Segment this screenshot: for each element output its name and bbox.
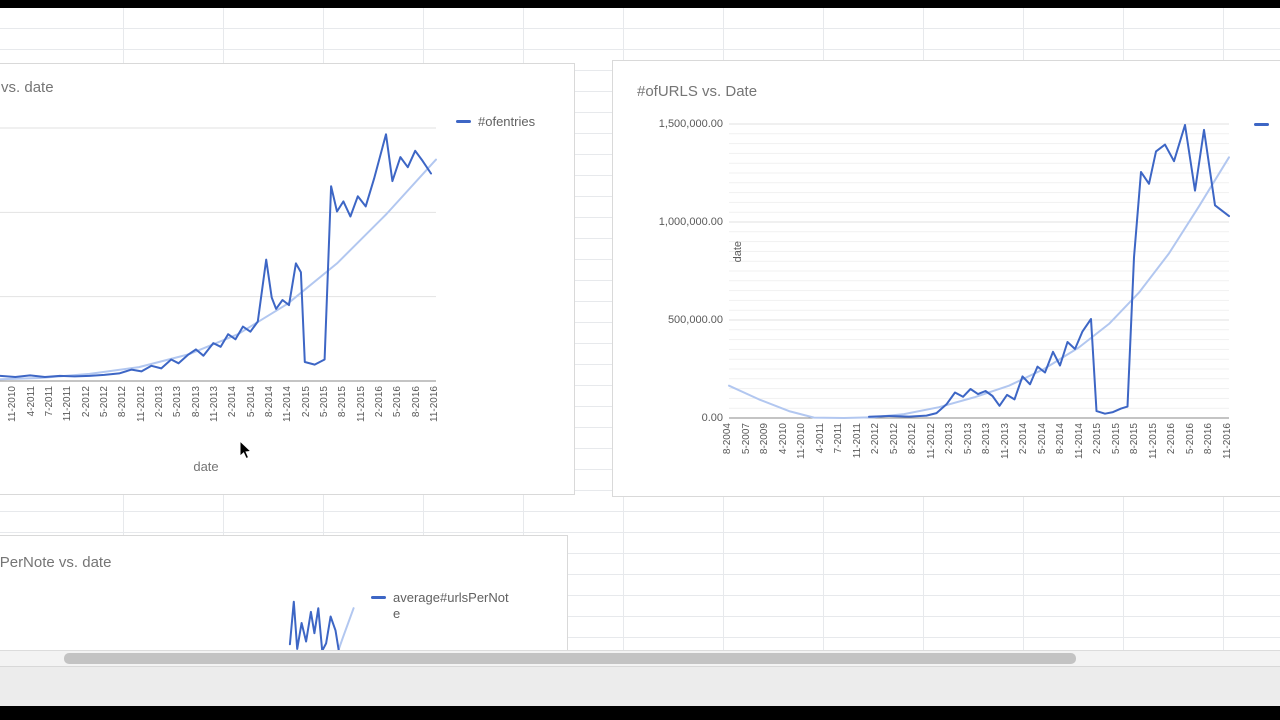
x-axis-tick-label: 11-2014 bbox=[282, 386, 294, 422]
x-axis-tick-label: 11-2012 bbox=[925, 423, 937, 459]
x-axis-tick-label: 11-2012 bbox=[135, 386, 147, 422]
chart-legend bbox=[1254, 117, 1276, 126]
x-axis-tick-label: 4-2010 bbox=[777, 423, 789, 455]
x-axis-tick-label: 8-2013 bbox=[190, 386, 202, 418]
x-axis-tick-label: 8-2016 bbox=[410, 386, 422, 418]
trendline bbox=[337, 607, 355, 650]
line-plot bbox=[0, 127, 437, 382]
x-axis-tick-label: 2-2016 bbox=[374, 386, 385, 418]
mouse-cursor bbox=[239, 440, 253, 460]
chart-title: #ofURLS vs. Date bbox=[637, 83, 758, 100]
x-axis-tick-label: 11-2014 bbox=[1073, 423, 1085, 459]
x-axis-tick-label: 5-2014 bbox=[1036, 423, 1048, 455]
x-axis-tick-label: 8-2012 bbox=[907, 423, 919, 455]
x-axis-tick-label: 8-2014 bbox=[1055, 423, 1067, 455]
x-axis-tick-label: 11-2011 bbox=[62, 386, 74, 422]
x-axis-tick-label: 4-2011 bbox=[814, 423, 826, 454]
x-axis-tick-label: 2-2015 bbox=[1092, 423, 1104, 455]
x-axis-tick-label: 11-2010 bbox=[7, 386, 19, 422]
x-axis-tick-label: 2-2013 bbox=[154, 386, 165, 418]
x-axis-tick-label: 11-2015 bbox=[355, 386, 367, 422]
data-line bbox=[868, 124, 1230, 418]
chart-panel-urls[interactable]: #ofURLS vs. Date 1,500,000.00 1,000,000.0… bbox=[612, 60, 1280, 497]
y-axis-tick-label: 500,000.00 bbox=[667, 314, 723, 326]
line-plot bbox=[728, 123, 1230, 419]
x-axis-tick-label: 8-2012 bbox=[117, 386, 129, 418]
window-bottom-strip bbox=[0, 666, 1280, 706]
x-axis-tick-label: 7-2011 bbox=[44, 386, 55, 417]
x-axis-tick-label: 8-2004 bbox=[722, 423, 733, 455]
x-axis-tick-label: 8-2016 bbox=[1203, 423, 1215, 455]
legend-label: average#urlsPerNote bbox=[393, 590, 509, 621]
x-axis-tick-label: 5-2013 bbox=[172, 386, 184, 418]
x-axis-tick-label: 5-2012 bbox=[99, 386, 110, 418]
x-axis-tick-label: 2-2015 bbox=[300, 386, 312, 418]
x-axis-tick-label: 2-2012 bbox=[870, 423, 882, 455]
chart-legend: average#urlsPerNote bbox=[371, 590, 511, 622]
y-axis-tick-label: 1,000,000.00 bbox=[658, 216, 723, 228]
x-axis-tick-label: 5-2015 bbox=[1110, 423, 1122, 455]
legend-line-icon bbox=[1254, 123, 1269, 126]
chart-title: average#urlsPerNote vs. date bbox=[0, 554, 112, 571]
x-axis-tick-label: 5-2016 bbox=[392, 386, 404, 418]
trendline bbox=[728, 156, 1230, 419]
chart-panel-entries[interactable]: #ofentries vs. date #ofentries 8-20045-2… bbox=[0, 63, 575, 495]
x-axis-tick-label: 2-2012 bbox=[80, 386, 92, 418]
x-axis-tick-label: 11-2016 bbox=[429, 386, 440, 422]
x-axis-tick-label: 5-2012 bbox=[888, 423, 900, 455]
y-axis-tick-label: 0.00 bbox=[701, 412, 723, 424]
x-axis-tick-label: 5-2007 bbox=[740, 423, 752, 455]
x-axis-tick-label: 7-2011 bbox=[833, 423, 845, 454]
x-axis-tick-label: 5-2015 bbox=[319, 386, 330, 418]
horizontal-scrollbar[interactable] bbox=[0, 650, 1280, 666]
x-axis-tick-label: 11-2011 bbox=[851, 423, 863, 459]
spreadsheet-grid[interactable]: #ofentries vs. date #ofentries 8-2004 5-2… bbox=[0, 8, 1280, 650]
x-axis-tick-label: 8-2009 bbox=[759, 423, 771, 455]
data-line bbox=[0, 133, 432, 378]
chart-legend: #ofentries bbox=[456, 114, 535, 130]
chart-panel-avg-urls-per-note[interactable]: average#urlsPerNote vs. date average#url… bbox=[0, 535, 568, 650]
x-axis-tick-label: 11-2015 bbox=[1147, 423, 1159, 459]
letterbox-bottom bbox=[0, 706, 1280, 720]
data-line bbox=[288, 600, 340, 650]
legend-line-icon bbox=[371, 596, 386, 599]
x-axis-tick-label: 4-2011 bbox=[25, 386, 37, 417]
x-axis-tick-label: 11-2013 bbox=[209, 386, 220, 422]
line-plot bbox=[288, 600, 355, 650]
x-axis-tick-label: 5-2016 bbox=[1184, 423, 1196, 455]
x-axis-tick-label: 2-2014 bbox=[1018, 423, 1030, 455]
x-axis-tick-label: 8-2014 bbox=[264, 386, 275, 418]
x-axis-tick-label: 5-2013 bbox=[962, 423, 974, 455]
x-axis-tick-label: 11-2013 bbox=[999, 423, 1011, 459]
x-axis-tick-label: 8-2013 bbox=[981, 423, 993, 455]
x-axis-title: date bbox=[193, 459, 219, 474]
y-axis-tick-label: 1,500,000.00 bbox=[658, 118, 723, 130]
x-axis-tick-label: 2-2014 bbox=[227, 386, 239, 418]
x-axis-tick-label: 11-2010 bbox=[796, 423, 808, 459]
x-axis-tick-label: 2-2016 bbox=[1166, 423, 1178, 455]
letterbox-top bbox=[0, 0, 1280, 8]
x-axis-tick-label: 8-2015 bbox=[1129, 423, 1141, 455]
x-axis-tick-label: 11-2016 bbox=[1222, 423, 1233, 459]
x-axis-tick-label: 5-2014 bbox=[245, 386, 257, 418]
x-axis-tick-label: 2-2013 bbox=[944, 423, 956, 455]
legend-label: #ofentries bbox=[478, 114, 536, 129]
y-axis-title: date bbox=[732, 241, 744, 263]
x-axis-tick-label: 4-2010 bbox=[0, 386, 1, 417]
x-axis-tick-label: 8-2015 bbox=[337, 386, 349, 418]
scrollbar-thumb[interactable] bbox=[64, 653, 1076, 664]
chart-title: #ofentries vs. date bbox=[0, 79, 54, 96]
legend-line-icon bbox=[456, 120, 471, 123]
